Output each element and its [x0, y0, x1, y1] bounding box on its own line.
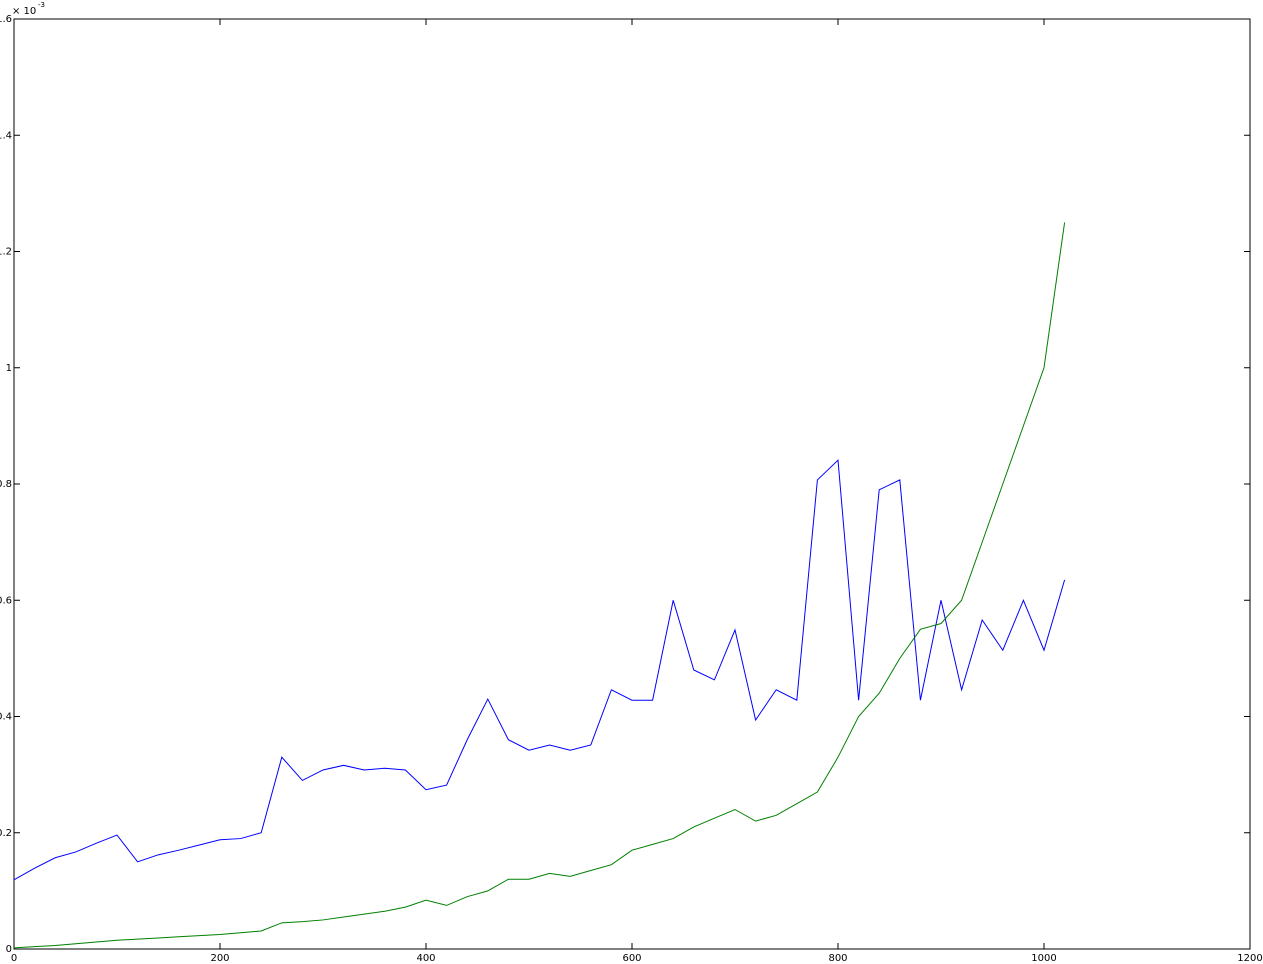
x-tick-label: 400 — [416, 953, 435, 964]
y-tick-label: 0.8 — [0, 479, 12, 490]
x-tick-label: 1000 — [1031, 953, 1056, 964]
y-tick-label: 1.4 — [0, 130, 12, 141]
plot-frame — [13, 18, 1251, 950]
x-tick-label: 1200 — [1237, 953, 1262, 964]
y-tick-label: 1.6 — [0, 14, 12, 25]
y-tick-label: 1 — [6, 363, 12, 374]
series-line — [13, 459, 1066, 881]
y-exponent: -3 — [38, 1, 45, 9]
y-multiplier: × 10 — [12, 6, 36, 17]
x-tick-label: 600 — [622, 953, 641, 964]
y-tick-label: 0.4 — [0, 712, 12, 723]
y-tick-label: 0.2 — [0, 828, 12, 839]
y-tick-label: 0.6 — [0, 595, 12, 606]
x-tick-label: 800 — [828, 953, 847, 964]
series-line — [13, 222, 1066, 949]
x-tick-label: 200 — [210, 953, 229, 964]
y-tick-label: 1.2 — [0, 247, 12, 258]
y-tick-label: 0 — [6, 944, 12, 955]
x-tick-label: 0 — [11, 953, 17, 964]
